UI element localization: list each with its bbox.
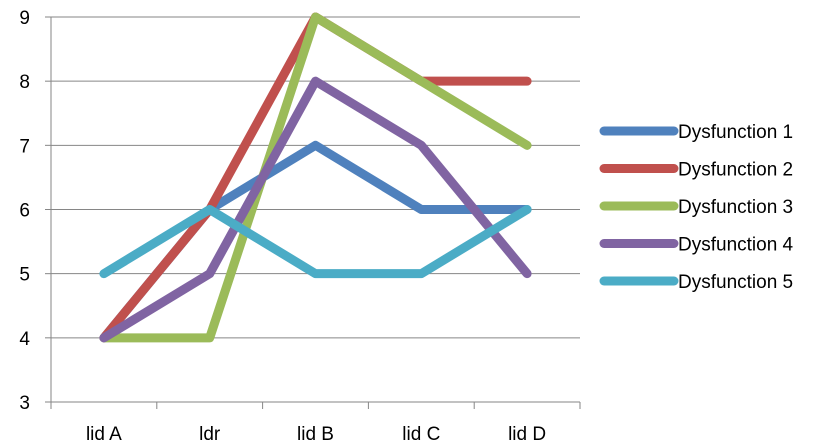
x-tick-label: lid D [508,424,546,445]
y-tick-label: 8 [19,72,30,93]
x-tick-label: lid B [297,424,334,445]
x-tick-label: ldr [199,424,221,445]
y-tick-label: 6 [19,201,30,222]
series-line-dysfunction-3 [99,12,532,343]
y-tick-label: 4 [19,329,30,350]
y-tick-label: 7 [19,136,30,157]
x-tick-label: lid C [402,424,440,445]
series-line-dysfunction-5 [99,205,532,279]
legend-label: Dysfunction 1 [678,122,793,143]
x-tick-label: lid A [86,424,122,445]
y-tick-label: 5 [19,265,30,286]
legend-label: Dysfunction 2 [678,160,793,181]
y-tick-label: 3 [19,393,30,414]
series-line-dysfunction-4 [99,76,532,343]
legend-label: Dysfunction 4 [678,235,794,256]
legend-label: Dysfunction 3 [678,197,793,218]
series-line-dysfunction-2 [99,12,532,343]
series-line-dysfunction-1 [99,140,532,343]
y-tick-label: 9 [19,8,30,29]
legend-label: Dysfunction 5 [678,272,793,293]
